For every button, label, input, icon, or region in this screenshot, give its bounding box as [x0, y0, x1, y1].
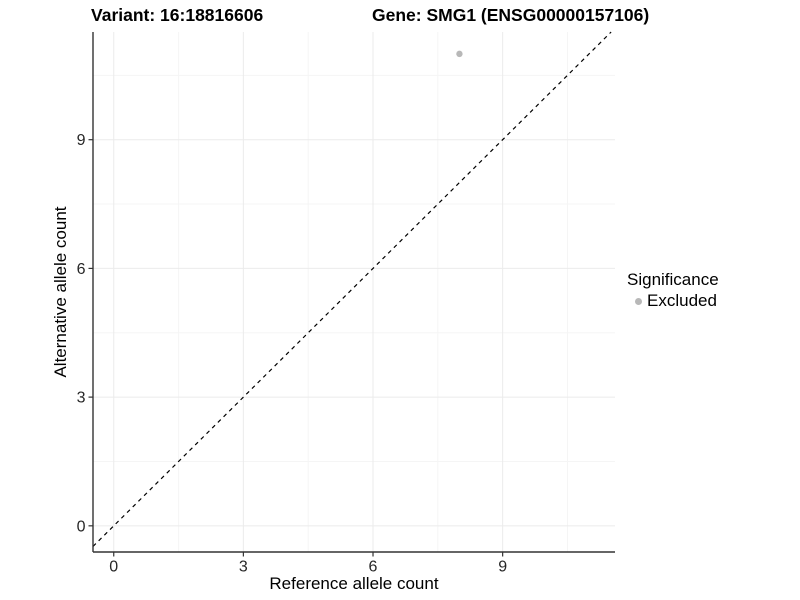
- legend-point-icon: [635, 297, 642, 305]
- y-tick-label: 3: [77, 390, 86, 407]
- legend-title: Significance: [627, 270, 719, 289]
- legend-entry-label: Excluded: [647, 291, 717, 310]
- legend: Significance Excluded: [627, 270, 719, 311]
- panel-background: [93, 32, 615, 552]
- x-tick-label: 0: [109, 559, 118, 576]
- plot-title-gene: Gene: SMG1 (ENSG00000157106): [372, 5, 650, 25]
- x-axis-title: Reference allele count: [269, 574, 439, 593]
- x-tick-label: 9: [498, 559, 507, 576]
- y-tick-label: 0: [77, 518, 86, 535]
- identity-line: [92, 31, 612, 547]
- data-point: [456, 50, 463, 58]
- y-tick-label: 9: [77, 132, 86, 149]
- y-axis-title: Alternative allele count: [51, 206, 70, 378]
- x-tick-label: 6: [369, 559, 378, 576]
- y-tick-label: 6: [77, 261, 86, 278]
- plot-panel: 0 3 6 9 0 3 6 9: [77, 31, 615, 576]
- x-tick-label: 3: [239, 559, 248, 576]
- legend-entry-excluded: Excluded: [627, 291, 719, 311]
- plot-title-variant: Variant: 16:18816606: [91, 5, 264, 25]
